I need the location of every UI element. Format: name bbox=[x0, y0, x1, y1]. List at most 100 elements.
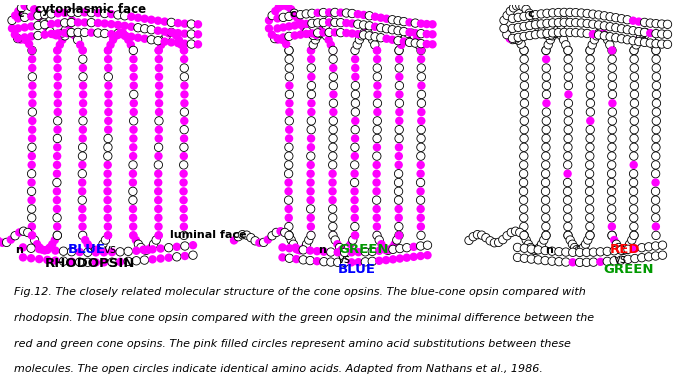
Circle shape bbox=[281, 228, 289, 237]
Circle shape bbox=[87, 28, 95, 37]
Circle shape bbox=[416, 39, 425, 48]
Circle shape bbox=[312, 35, 320, 44]
Circle shape bbox=[300, 23, 308, 32]
Text: BLUE: BLUE bbox=[68, 243, 106, 256]
Circle shape bbox=[154, 178, 162, 187]
Circle shape bbox=[296, 246, 304, 255]
Circle shape bbox=[408, 29, 416, 37]
Circle shape bbox=[347, 248, 356, 257]
Circle shape bbox=[51, 256, 60, 265]
Circle shape bbox=[373, 108, 382, 116]
Circle shape bbox=[395, 90, 404, 99]
Circle shape bbox=[36, 14, 45, 22]
Circle shape bbox=[27, 161, 36, 169]
Circle shape bbox=[41, 246, 49, 255]
Circle shape bbox=[564, 161, 572, 169]
Circle shape bbox=[589, 30, 597, 38]
Circle shape bbox=[307, 82, 316, 90]
Circle shape bbox=[10, 30, 19, 39]
Circle shape bbox=[534, 246, 542, 254]
Circle shape bbox=[612, 14, 620, 22]
Circle shape bbox=[43, 245, 51, 254]
Circle shape bbox=[256, 239, 264, 247]
Circle shape bbox=[147, 35, 155, 44]
Text: n: n bbox=[15, 245, 23, 255]
Circle shape bbox=[27, 254, 35, 262]
Circle shape bbox=[87, 9, 95, 17]
Circle shape bbox=[646, 39, 654, 47]
Circle shape bbox=[8, 24, 16, 33]
Circle shape bbox=[373, 46, 382, 55]
Circle shape bbox=[525, 9, 533, 18]
Circle shape bbox=[155, 64, 163, 72]
Circle shape bbox=[582, 248, 591, 257]
Circle shape bbox=[498, 236, 507, 244]
Circle shape bbox=[154, 16, 162, 25]
Circle shape bbox=[373, 82, 382, 90]
Circle shape bbox=[586, 73, 594, 81]
Circle shape bbox=[596, 258, 605, 266]
Circle shape bbox=[27, 187, 36, 195]
Circle shape bbox=[28, 46, 36, 55]
Circle shape bbox=[416, 161, 425, 169]
Circle shape bbox=[531, 30, 540, 39]
Circle shape bbox=[564, 170, 572, 178]
Circle shape bbox=[582, 258, 591, 266]
Circle shape bbox=[586, 108, 594, 116]
Circle shape bbox=[640, 28, 649, 37]
Circle shape bbox=[582, 240, 590, 248]
Circle shape bbox=[271, 7, 279, 15]
Circle shape bbox=[96, 243, 104, 252]
Circle shape bbox=[61, 32, 69, 40]
Circle shape bbox=[629, 37, 637, 45]
Circle shape bbox=[132, 246, 141, 255]
Circle shape bbox=[646, 29, 654, 37]
Circle shape bbox=[542, 90, 551, 99]
Circle shape bbox=[625, 240, 634, 248]
Circle shape bbox=[194, 40, 202, 48]
Circle shape bbox=[119, 29, 127, 37]
Circle shape bbox=[585, 196, 594, 204]
Circle shape bbox=[371, 12, 379, 21]
Circle shape bbox=[319, 28, 328, 37]
Circle shape bbox=[155, 46, 163, 55]
Circle shape bbox=[320, 248, 328, 256]
Circle shape bbox=[629, 16, 637, 25]
Circle shape bbox=[104, 196, 112, 204]
Circle shape bbox=[652, 64, 661, 72]
Circle shape bbox=[640, 28, 649, 37]
Circle shape bbox=[372, 161, 381, 169]
Circle shape bbox=[307, 187, 315, 195]
Circle shape bbox=[630, 117, 638, 125]
Circle shape bbox=[100, 258, 108, 266]
Text: c: c bbox=[290, 9, 297, 20]
Circle shape bbox=[351, 205, 359, 213]
Circle shape bbox=[80, 18, 89, 27]
Circle shape bbox=[579, 243, 587, 252]
Circle shape bbox=[167, 28, 176, 37]
Circle shape bbox=[76, 248, 84, 256]
Circle shape bbox=[657, 30, 666, 38]
Circle shape bbox=[120, 21, 129, 30]
Circle shape bbox=[337, 245, 346, 254]
Circle shape bbox=[314, 28, 322, 37]
Circle shape bbox=[307, 152, 315, 160]
Circle shape bbox=[542, 231, 550, 239]
Circle shape bbox=[104, 161, 112, 169]
Circle shape bbox=[64, 21, 73, 30]
Circle shape bbox=[564, 205, 572, 213]
Circle shape bbox=[617, 35, 626, 43]
Circle shape bbox=[101, 9, 109, 18]
Circle shape bbox=[52, 170, 61, 178]
Circle shape bbox=[351, 231, 359, 239]
Circle shape bbox=[251, 237, 260, 245]
Circle shape bbox=[318, 28, 326, 37]
Circle shape bbox=[312, 31, 321, 39]
Circle shape bbox=[104, 126, 113, 134]
Circle shape bbox=[81, 236, 90, 244]
Circle shape bbox=[285, 244, 293, 252]
Circle shape bbox=[520, 32, 528, 41]
Circle shape bbox=[372, 222, 381, 231]
Circle shape bbox=[389, 243, 397, 252]
Circle shape bbox=[328, 214, 337, 222]
